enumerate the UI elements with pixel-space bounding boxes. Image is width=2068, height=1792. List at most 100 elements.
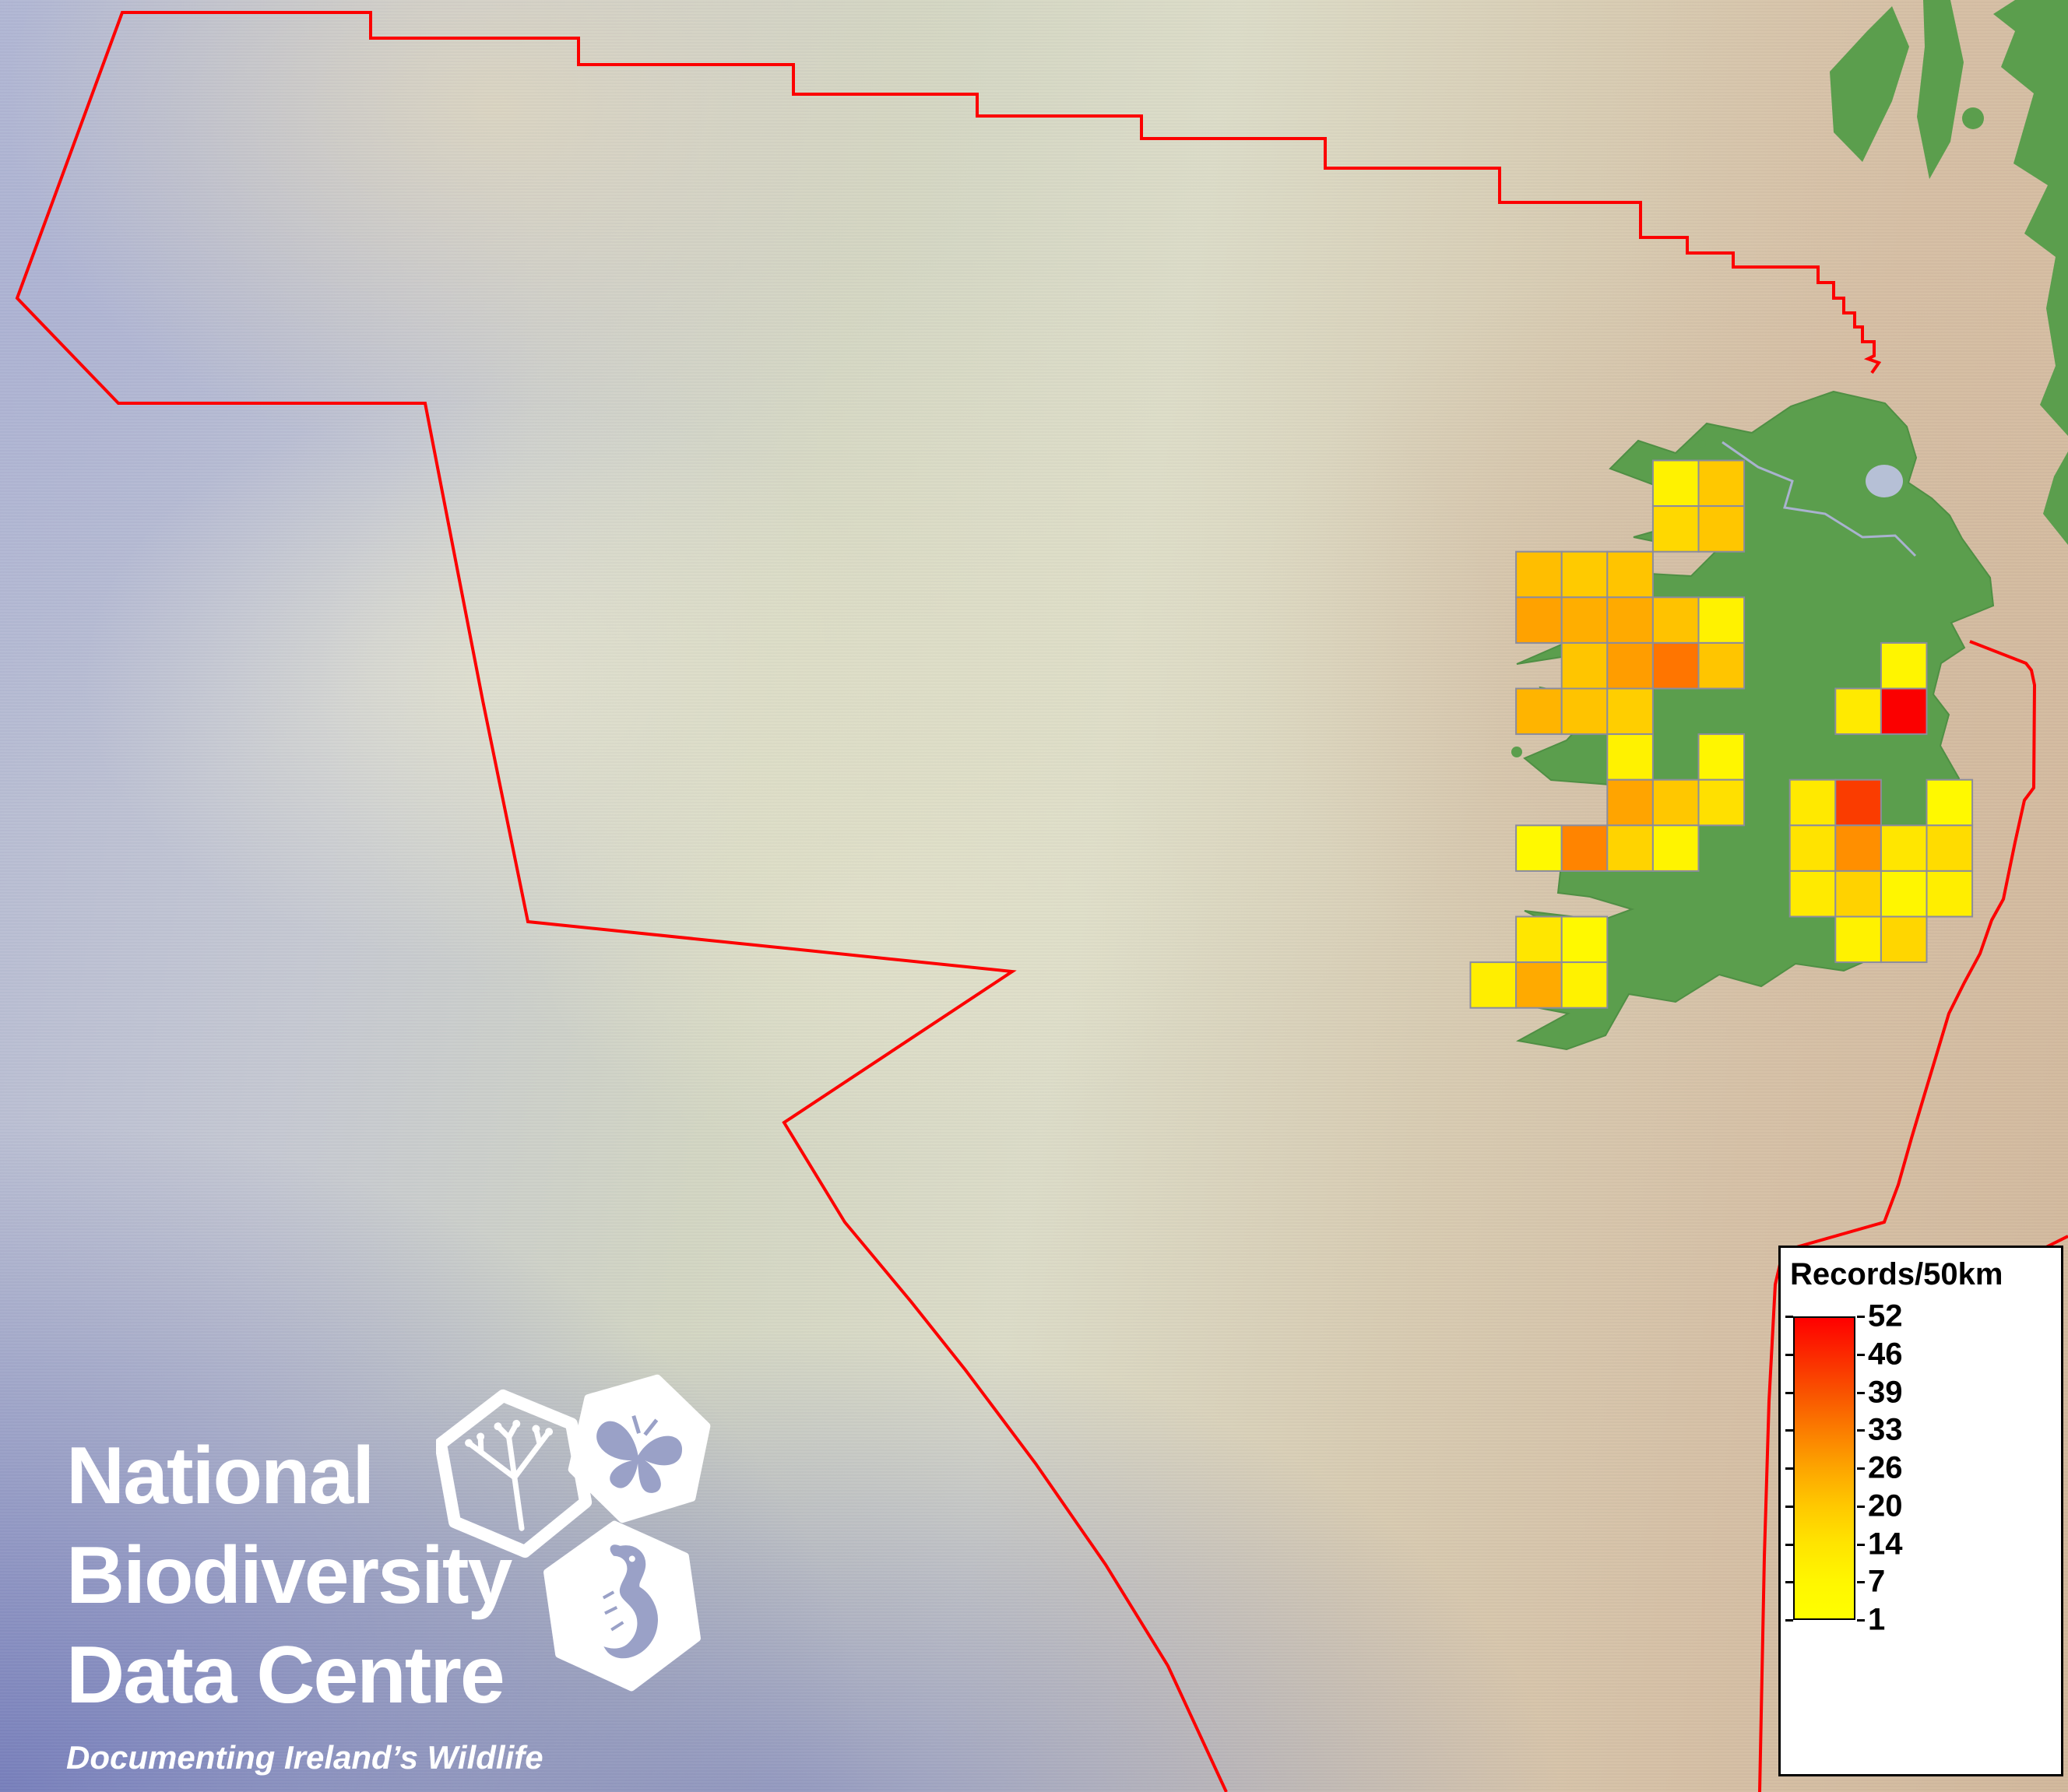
legend-tick-label: 26 xyxy=(1868,1450,1903,1485)
river-line xyxy=(1722,441,1917,557)
grid-cell xyxy=(1834,824,1882,872)
legend-tick-left xyxy=(1785,1619,1793,1622)
grid-cell xyxy=(1560,550,1609,599)
grid-cell xyxy=(1697,459,1746,508)
nbdc-logo: National Biodiversity Data Centre Docume… xyxy=(66,1426,543,1776)
grid-cell xyxy=(1880,687,1928,736)
legend-tick-left xyxy=(1785,1543,1793,1546)
legend-tick-left xyxy=(1785,1353,1793,1356)
small-island xyxy=(1698,440,1706,448)
legend-tick-label: 14 xyxy=(1868,1527,1903,1561)
grid-cell xyxy=(1606,641,1654,690)
grid-cell xyxy=(1515,824,1563,872)
scotland-landmass xyxy=(1993,0,2068,436)
seahorse-hexagon-icon xyxy=(543,1520,701,1692)
grid-cell xyxy=(1651,459,1700,508)
grid-cell xyxy=(1651,505,1700,553)
legend-tick-left xyxy=(1785,1316,1793,1318)
legend-tick-label: 39 xyxy=(1868,1375,1903,1409)
small-island xyxy=(1511,747,1522,757)
grid-cell xyxy=(1788,778,1837,827)
grid-cell xyxy=(1606,596,1654,644)
nbdc-logo-icons xyxy=(436,1374,711,1692)
grid-cell xyxy=(1834,915,1882,964)
legend-title: Records/50km xyxy=(1790,1257,2003,1291)
legend-tick-label: 7 xyxy=(1868,1564,1886,1599)
grid-cell xyxy=(1469,961,1518,1009)
grid-cell xyxy=(1880,915,1928,964)
grid-cell xyxy=(1880,870,1928,918)
grid-cell xyxy=(1515,687,1563,736)
legend-tick-left xyxy=(1785,1505,1793,1508)
grid-cell xyxy=(1515,961,1563,1009)
legend-tick-labels: 52 46 39 33 26 20 14 7 1 xyxy=(1868,1299,1977,1637)
grid-cell xyxy=(1560,961,1609,1009)
legend-tick-left xyxy=(1785,1391,1793,1394)
grid-cell xyxy=(1834,687,1882,736)
plant-hexagon-icon xyxy=(436,1389,593,1558)
butterfly-hexagon-icon xyxy=(568,1374,711,1523)
seahorse-cutout xyxy=(602,1544,658,1659)
grid-cell xyxy=(1926,824,1974,872)
butterfly-cutout xyxy=(596,1421,682,1493)
legend-tick-right xyxy=(1857,1391,1865,1394)
grid-cell xyxy=(1515,596,1563,644)
legend-tick-left xyxy=(1785,1467,1793,1470)
grid-cell xyxy=(1651,596,1700,644)
lough-neagh-lake xyxy=(1866,465,1903,497)
grid-cell xyxy=(1606,733,1654,781)
legend-tick-label: 52 xyxy=(1868,1298,1903,1333)
grid-cell xyxy=(1788,870,1837,918)
legend-box: Records/50km 52 46 39 33 26 20 14 7 1 xyxy=(1778,1246,2063,1776)
legend-tick-right xyxy=(1857,1353,1865,1356)
grid-cell xyxy=(1651,824,1700,872)
designated-area-boundary xyxy=(15,11,1882,1792)
grid-cell xyxy=(1697,596,1746,644)
legend-tick-label: 1 xyxy=(1868,1602,1886,1637)
legend-tick-left xyxy=(1785,1429,1793,1432)
grid-cell xyxy=(1606,550,1654,599)
grid-cell xyxy=(1651,778,1700,827)
logo-line-1: National xyxy=(66,1431,375,1521)
legend-tick-right xyxy=(1857,1619,1865,1622)
grid-cell xyxy=(1880,824,1928,872)
grid-cell xyxy=(1560,596,1609,644)
legend-tick-right xyxy=(1857,1543,1865,1546)
grid-cell xyxy=(1560,824,1609,872)
grid-cell xyxy=(1606,778,1654,827)
grid-cell xyxy=(1651,641,1700,690)
grid-cell xyxy=(1515,915,1563,964)
grid-cell xyxy=(1560,687,1609,736)
grid-cell xyxy=(1606,824,1654,872)
small-island xyxy=(1962,107,1984,129)
legend-tick-left xyxy=(1785,1581,1793,1584)
legend-tick-label: 20 xyxy=(1868,1488,1903,1523)
logo-line-2: Biodiversity xyxy=(66,1530,512,1621)
grid-cell xyxy=(1926,870,1974,918)
grid-cell xyxy=(1926,778,1974,827)
grid-cell xyxy=(1834,870,1882,918)
grid-cell xyxy=(1880,641,1928,690)
legend-tick-right xyxy=(1857,1316,1865,1318)
legend-color-ramp xyxy=(1793,1316,1855,1620)
grid-cell xyxy=(1560,915,1609,964)
legend-tick-label: 46 xyxy=(1868,1337,1903,1372)
scotland-landmass xyxy=(1830,6,1909,162)
legend-tick-right xyxy=(1857,1581,1865,1584)
legend-tick-label: 33 xyxy=(1868,1412,1903,1447)
grid-cell xyxy=(1834,778,1882,827)
logo-line-3: Data Centre xyxy=(66,1630,505,1720)
logo-tagline: Documenting Ireland’s Wildlife xyxy=(66,1739,543,1776)
grid-cell xyxy=(1515,550,1563,599)
grid-cell xyxy=(1560,641,1609,690)
grid-cell xyxy=(1606,687,1654,736)
grid-cell xyxy=(1697,733,1746,781)
grid-cell xyxy=(1697,641,1746,690)
scotland-landmass xyxy=(1917,0,1964,179)
grid-cell xyxy=(1788,824,1837,872)
legend-tick-right xyxy=(1857,1505,1865,1508)
legend-tick-right xyxy=(1857,1429,1865,1432)
grid-cell xyxy=(1697,505,1746,553)
